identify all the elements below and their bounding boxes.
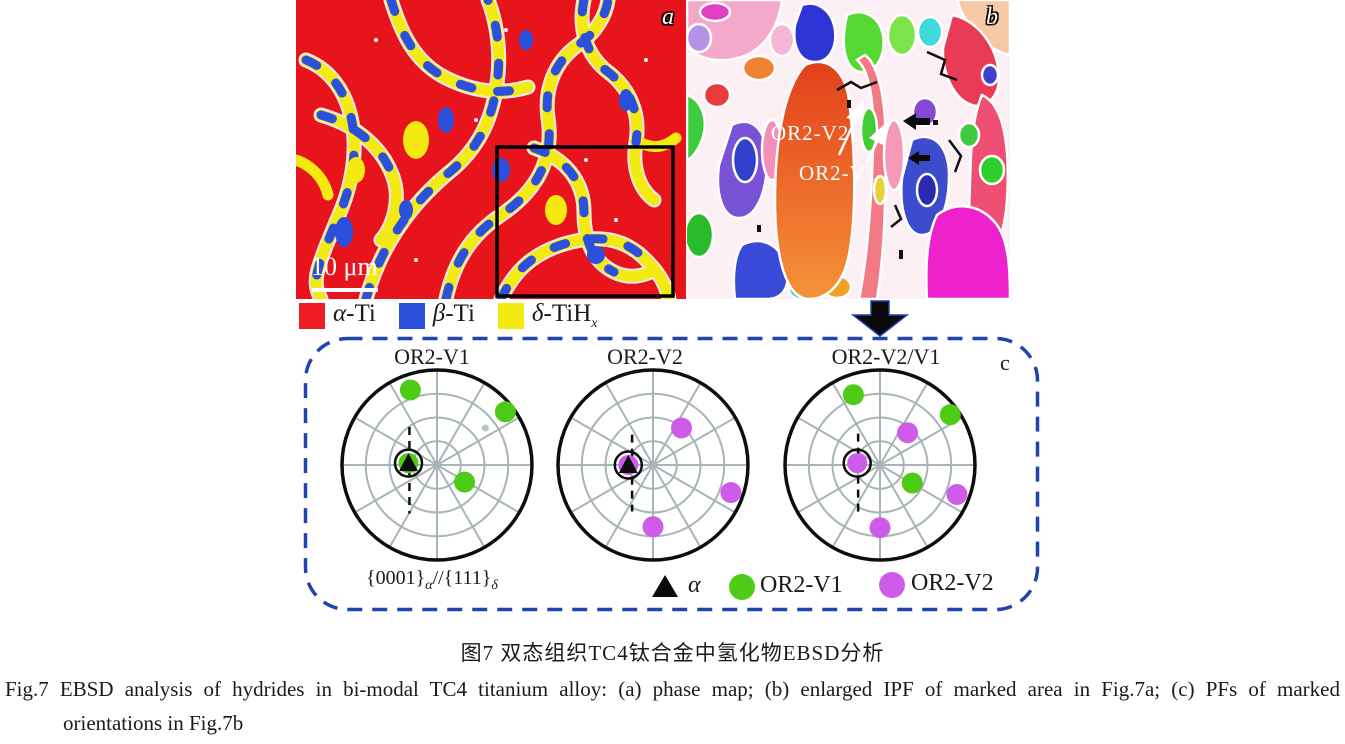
caption-english-line1: Fig.7 EBSD analysis of hydrides in bi-mo… [5, 677, 1340, 701]
delta-tihx-swatch [497, 303, 524, 329]
annotation-or2-v1: OR2-V1 [799, 161, 878, 185]
scale-bar-line [312, 288, 378, 292]
ipf-map-image [687, 0, 1010, 299]
phase-map-image [296, 0, 686, 299]
phase-legend: α-Ti β-Ti δ-TiHx [299, 300, 620, 331]
pole-figure-or2-v1 [340, 368, 534, 562]
scale-bar-text: 10 μm [311, 252, 378, 281]
ipf-map-panel: OR2-V2 OR2-V1 b [687, 0, 1010, 299]
caption-chinese: 图7 双态组织TC4钛合金中氢化物EBSD分析 [460, 641, 885, 665]
or2-v1-marker [729, 574, 755, 605]
orientation-relation-text: {0001}α//{111}δ [366, 567, 498, 593]
pf1-title: OR2-V1 [394, 344, 470, 369]
or2-v2-marker-label: OR2-V2 [911, 570, 994, 596]
pole-figure-or2-v2-v1 [783, 368, 977, 562]
down-arrow-icon [850, 300, 910, 337]
black-left-arrow-1 [903, 113, 930, 130]
delta-tihx-label: δ-TiHx [531, 300, 598, 331]
grain-boundary-squiggles [836, 50, 963, 228]
alpha-marker-label: α [688, 572, 701, 598]
panel-b-label: b [986, 4, 998, 30]
marked-area-rectangle [495, 145, 675, 298]
or2-v1-marker-label: OR2-V1 [760, 572, 843, 598]
alpha-ti-swatch [299, 303, 325, 329]
alpha-ti-label: α-Ti [333, 300, 376, 327]
white-annotation-arrow-1 [837, 100, 864, 156]
white-annotation-arrow-2 [865, 121, 888, 163]
phase-map-panel: 10 μm a [296, 0, 686, 299]
panel-a-label: a [662, 4, 674, 30]
alpha-triangle-marker [652, 575, 678, 602]
beta-ti-swatch [398, 303, 425, 329]
panel-c-dashed-border [303, 336, 1040, 612]
black-left-arrow-2 [908, 151, 930, 165]
beta-ti-label: β-Ti [432, 300, 475, 327]
pf3-title: OR2-V2/V1 [831, 344, 941, 369]
or2-v2-marker [879, 572, 905, 603]
annotation-or2-v2: OR2-V2 [771, 121, 850, 145]
caption-english-line2: orientations in Fig.7b [63, 711, 244, 735]
pole-figure-or2-v2 [556, 368, 750, 562]
panel-c-label: c [1000, 350, 1010, 375]
pf2-title: OR2-V2 [607, 344, 683, 369]
